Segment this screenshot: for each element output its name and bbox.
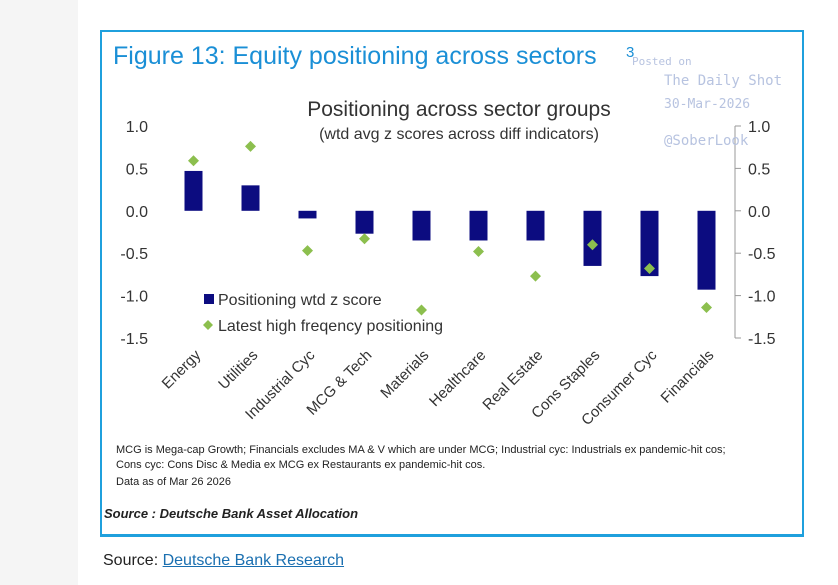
legend-diamond-swatch — [203, 320, 213, 330]
watermark-date: 30-Mar-2026 — [664, 97, 751, 112]
right-axis-tick-label: 1.0 — [748, 119, 770, 136]
left-axis-tick-label: -0.5 — [120, 246, 148, 263]
bar-utilities — [241, 185, 260, 211]
chart-title: Positioning across sector groups — [307, 98, 611, 121]
chart-subtitle: (wtd avg z scores across diff indicators… — [319, 126, 599, 143]
figure-title-superscript: 3 — [626, 44, 635, 61]
watermark-handle: @SoberLook — [664, 133, 749, 149]
figure-source-note: Source : Deutsche Bank Asset Allocation — [104, 506, 359, 521]
figure-frame — [100, 30, 804, 536]
bar-real-estate — [526, 210, 545, 241]
footnote-line-2: Cons cyc: Cons Disc & Media ex MCG ex Re… — [116, 459, 486, 471]
marker-financials — [701, 301, 712, 313]
bar-cons-staples — [583, 210, 602, 266]
marker-cons-staples — [587, 239, 598, 251]
bar-industrial-cyc — [298, 210, 317, 219]
page-source-link[interactable]: Deutsche Bank Research — [162, 552, 345, 569]
legend-bar-label: Positioning wtd z score — [218, 292, 382, 309]
right-axis-tick-label: -1.0 — [748, 289, 776, 306]
bar-healthcare — [469, 210, 488, 241]
bar-consumer-cyc — [640, 210, 659, 277]
left-axis-tick-label: 1.0 — [126, 119, 148, 136]
left-axis-tick-label: 0.0 — [126, 204, 148, 221]
category-label: Financials — [658, 347, 718, 407]
watermark-posted-on: Posted on — [632, 55, 692, 68]
right-axis-tick-label: -0.5 — [748, 246, 776, 263]
bar-financials — [697, 210, 716, 290]
marker-mcg-tech — [359, 233, 370, 245]
watermark-name: The Daily Shot — [664, 73, 783, 89]
page-source: Source: Deutsche Bank Research — [103, 552, 344, 570]
category-label: Materials — [377, 347, 432, 402]
data-as-of-note: Data as of Mar 26 2026 — [116, 476, 231, 488]
category-label: Utilities — [215, 347, 261, 393]
marker-healthcare — [473, 246, 484, 258]
right-axis-tick-label: 0.5 — [748, 161, 770, 178]
marker-consumer-cyc — [644, 262, 655, 274]
marker-energy — [188, 155, 199, 167]
footnote-line-1: MCG is Mega-cap Growth; Financials exclu… — [116, 444, 726, 456]
left-axis-tick-label: 0.5 — [126, 161, 148, 178]
left-axis-tick-label: -1.5 — [120, 331, 148, 348]
legend-diamond-label: Latest high freqency positioning — [218, 318, 443, 335]
right-axis-tick-label: 0.0 — [748, 204, 770, 221]
page-source-prefix: Source: — [103, 552, 163, 569]
left-axis-tick-label: -1.0 — [120, 289, 148, 306]
marker-utilities — [245, 140, 256, 152]
marker-industrial-cyc — [302, 245, 313, 257]
figure-title: Figure 13: Equity positioning across sec… — [113, 42, 597, 70]
marker-materials — [416, 304, 427, 316]
marker-real-estate — [530, 270, 541, 282]
bar-mcg-tech — [355, 210, 374, 234]
legend-bar-swatch — [204, 294, 214, 304]
category-label: Energy — [159, 346, 205, 392]
bar-energy — [184, 170, 203, 211]
figure-bottom-rule — [100, 534, 804, 537]
right-axis-tick-label: -1.5 — [748, 331, 776, 348]
bar-materials — [412, 210, 431, 241]
